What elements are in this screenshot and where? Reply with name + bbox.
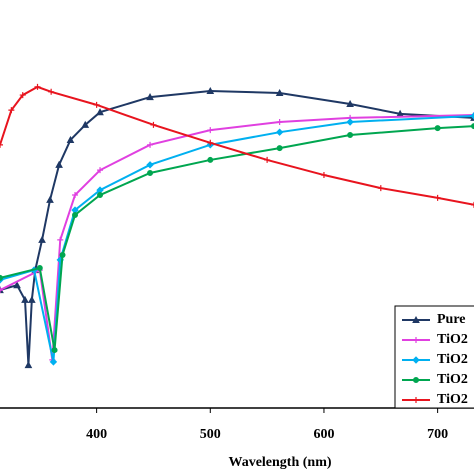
marker [34,83,41,90]
marker [0,274,3,281]
legend-label: TiO2 [437,332,468,347]
marker [51,347,58,354]
marker [57,236,64,243]
marker [434,194,441,201]
marker [150,121,157,128]
line [0,125,474,351]
marker [96,108,104,116]
marker [206,86,215,94]
marker [377,185,384,192]
x-tick-label: 500 [200,427,221,442]
marker [434,125,441,132]
legend-label: TiO2 [437,392,468,407]
marker [97,192,104,199]
marker [0,287,3,294]
marker [13,281,21,289]
marker [97,167,104,174]
legend-label: TiO2 [437,372,468,387]
marker [470,112,474,120]
legend-marker [412,356,420,364]
marker [46,195,54,203]
marker [146,93,154,101]
marker [72,192,79,199]
marker [276,118,283,125]
x-tick-label: 600 [313,427,334,442]
legend-marker [412,315,420,323]
marker [320,172,327,179]
marker [81,120,90,128]
marker [24,361,33,369]
legend-label: TiO2 [437,352,468,367]
marker [207,156,214,163]
marker [59,252,66,258]
marker [346,118,354,126]
marker [48,88,55,95]
legend-label: Pure [437,312,466,327]
marker [27,295,36,303]
marker [55,160,63,168]
x-tick-label: 400 [86,427,107,442]
marker [146,161,154,169]
marker [471,123,474,130]
marker [19,92,26,99]
marker [72,212,79,219]
marker [36,265,43,272]
marker [207,127,214,134]
marker [8,107,15,114]
x-axis-label: Wavelength (nm) [228,455,331,470]
marker [275,88,284,97]
marker [93,101,100,108]
marker [66,135,75,143]
marker [0,141,3,148]
marker [21,295,29,303]
marker [207,139,214,146]
line [0,89,474,366]
marker [347,132,354,139]
marker [346,99,354,108]
marker [147,141,154,148]
marker [276,145,283,152]
marker [49,358,58,366]
legend-marker [413,377,419,383]
marker [275,128,284,136]
x-tick-label: 700 [427,427,448,442]
marker [471,201,474,208]
marker [147,169,154,176]
legend-marker [413,397,419,403]
line [0,85,474,206]
legend-marker [413,337,419,343]
legend-box [394,305,474,409]
marker [38,235,46,243]
marker [264,156,271,163]
